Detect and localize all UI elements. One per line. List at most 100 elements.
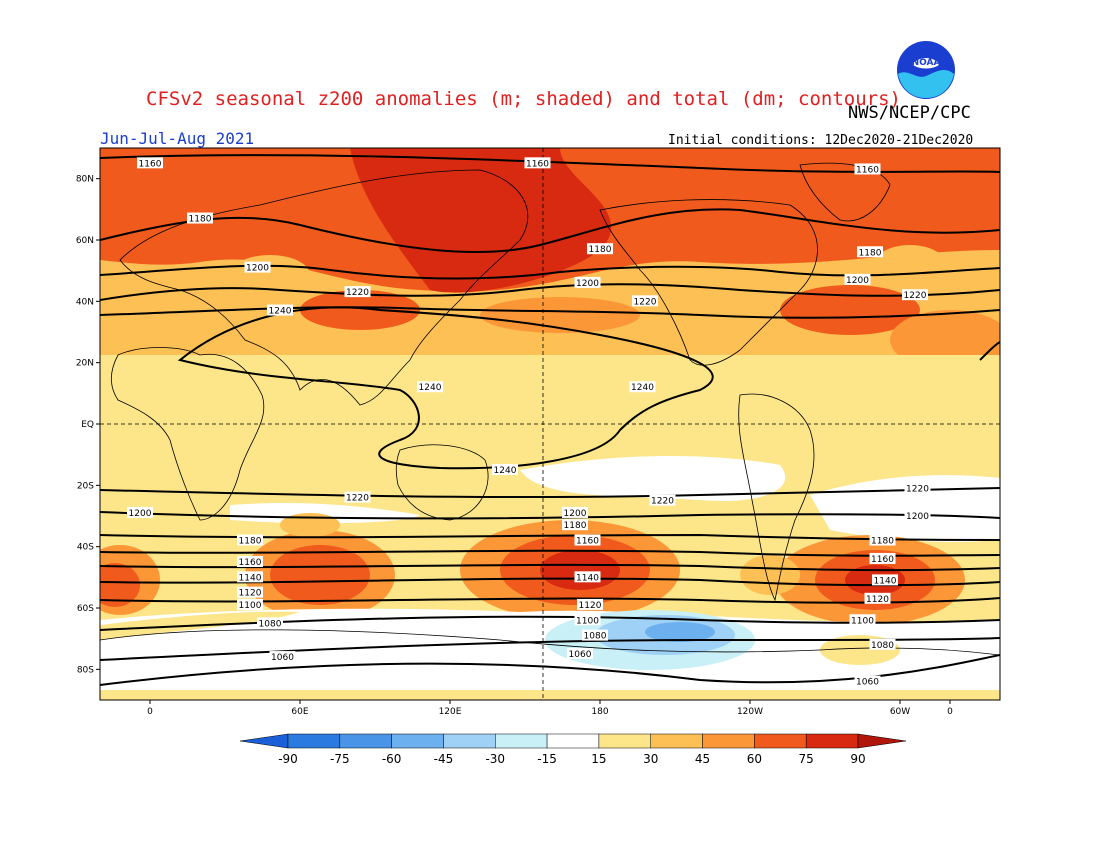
contour-label: 1160 bbox=[137, 157, 163, 169]
colorbar-swatch bbox=[339, 733, 392, 749]
svg-text:1180: 1180 bbox=[859, 248, 882, 258]
svg-text:1200: 1200 bbox=[246, 264, 269, 274]
contour-label: 1220 bbox=[649, 494, 676, 507]
org-label: NWS/NCEP/CPC bbox=[848, 103, 971, 123]
contour-label: 1120 bbox=[577, 598, 603, 611]
contour-label: 1160 bbox=[854, 163, 881, 175]
lat-label: 80S bbox=[77, 665, 94, 675]
svg-text:1100: 1100 bbox=[576, 616, 599, 626]
colorbar-swatch bbox=[239, 733, 289, 749]
initial-conditions-label: Initial conditions: 12Dec2020-21Dec2020 bbox=[668, 133, 974, 148]
colorbar-swatch bbox=[754, 733, 807, 749]
contour-label: 1200 bbox=[562, 506, 588, 519]
lon-label: 60E bbox=[291, 707, 308, 717]
svg-text:1120: 1120 bbox=[239, 589, 262, 599]
reference-lines bbox=[100, 148, 1000, 700]
svg-text:1160: 1160 bbox=[239, 558, 262, 568]
contour-label: 1180 bbox=[869, 534, 896, 547]
svg-text:1180: 1180 bbox=[239, 537, 262, 547]
svg-text:1140: 1140 bbox=[239, 573, 262, 583]
contour-label: 1160 bbox=[524, 157, 551, 169]
colorbar-label: -15 bbox=[537, 752, 557, 766]
contour-label: 1240 bbox=[267, 304, 293, 317]
contour-label: 1060 bbox=[269, 651, 296, 663]
contour-label: 1180 bbox=[857, 246, 883, 258]
lon-label: 180 bbox=[591, 707, 608, 717]
noaa-logo-icon: NOAA bbox=[896, 40, 956, 100]
contour-label: 1080 bbox=[582, 629, 608, 642]
contour-label: 1140 bbox=[872, 574, 898, 586]
contour-label: 1100 bbox=[574, 614, 601, 626]
colorbar-label: 60 bbox=[747, 752, 762, 766]
colorbar-swatch bbox=[495, 733, 548, 749]
lat-label: 60N bbox=[76, 236, 94, 246]
svg-text:1200: 1200 bbox=[906, 512, 929, 522]
greenland-outline bbox=[799, 162, 891, 222]
contour-label: 1080 bbox=[869, 638, 896, 651]
contour-label: 1120 bbox=[237, 586, 263, 599]
contour-label: 1180 bbox=[562, 519, 588, 531]
svg-text:1160: 1160 bbox=[139, 159, 162, 169]
contour-labels: 1160 1160 1160 1180 1180 1180 1200 1200 1200 1220… bbox=[127, 157, 931, 688]
svg-text:1160: 1160 bbox=[576, 537, 599, 547]
lat-label: 80N bbox=[76, 175, 94, 185]
contour-label: 1160 bbox=[869, 552, 896, 565]
svg-text:1180: 1180 bbox=[564, 521, 587, 531]
lat-label: 40S bbox=[77, 543, 94, 553]
svg-text:1220: 1220 bbox=[906, 484, 929, 494]
logo-text: NOAA bbox=[912, 58, 941, 68]
contour-label: 1160 bbox=[237, 556, 263, 568]
contour-label: 1140 bbox=[574, 571, 601, 583]
svg-text:1160: 1160 bbox=[871, 555, 894, 565]
contour-label: 1100 bbox=[849, 614, 876, 626]
svg-text:1240: 1240 bbox=[419, 383, 442, 393]
colorbar-label: -75 bbox=[330, 752, 350, 766]
svg-text:1100: 1100 bbox=[239, 601, 262, 611]
svg-text:1220: 1220 bbox=[651, 497, 674, 507]
svg-text:1100: 1100 bbox=[851, 616, 874, 626]
colorbar-swatch bbox=[546, 733, 600, 749]
contour-label: 1060 bbox=[854, 675, 881, 688]
colorbar-label: 15 bbox=[591, 752, 606, 766]
contour-label: 1200 bbox=[844, 273, 871, 286]
contour-label: 1120 bbox=[864, 592, 891, 605]
colorbar-label: -45 bbox=[434, 752, 454, 766]
svg-text:1220: 1220 bbox=[346, 494, 369, 504]
colorbar-swatch bbox=[857, 733, 907, 749]
svg-text:1160: 1160 bbox=[856, 165, 879, 175]
contour-label: 1200 bbox=[244, 261, 271, 274]
colorbar-label: 75 bbox=[799, 752, 814, 766]
svg-text:1180: 1180 bbox=[189, 215, 212, 225]
south-america-outline bbox=[738, 393, 815, 602]
page-title: CFSv2 seasonal z200 anomalies (m; shaded… bbox=[146, 88, 901, 110]
svg-text:1180: 1180 bbox=[871, 537, 894, 547]
svg-text:1240: 1240 bbox=[269, 307, 292, 317]
colorbar-swatch bbox=[287, 733, 341, 749]
lat-label: 40N bbox=[76, 297, 94, 307]
svg-text:1140: 1140 bbox=[576, 573, 599, 583]
contour-label: 1220 bbox=[344, 491, 371, 504]
colorbar-label: -30 bbox=[485, 752, 505, 766]
colorbar-label: 30 bbox=[643, 752, 658, 766]
antarctica-outline bbox=[100, 629, 1000, 656]
contour-label: 1220 bbox=[632, 295, 658, 307]
svg-text:1160: 1160 bbox=[526, 159, 549, 169]
svg-text:1200: 1200 bbox=[576, 279, 599, 289]
svg-text:1240: 1240 bbox=[494, 466, 517, 476]
svg-text:1220: 1220 bbox=[346, 288, 369, 298]
lon-label: 60W bbox=[890, 707, 910, 717]
svg-text:1200: 1200 bbox=[564, 509, 587, 519]
contour-label: 1240 bbox=[492, 464, 518, 476]
coastlines bbox=[100, 162, 1000, 656]
svg-text:1080: 1080 bbox=[871, 641, 894, 651]
contour-label: 1220 bbox=[904, 482, 931, 494]
svg-text:1120: 1120 bbox=[579, 601, 602, 611]
lat-label: 20S bbox=[77, 481, 94, 491]
svg-text:1120: 1120 bbox=[866, 595, 889, 605]
contour-label: 1160 bbox=[574, 534, 601, 547]
contour-label: 1080 bbox=[257, 617, 283, 629]
lon-label: 0 bbox=[147, 707, 153, 717]
colorbar-swatch bbox=[702, 733, 755, 749]
svg-text:1060: 1060 bbox=[271, 653, 294, 663]
